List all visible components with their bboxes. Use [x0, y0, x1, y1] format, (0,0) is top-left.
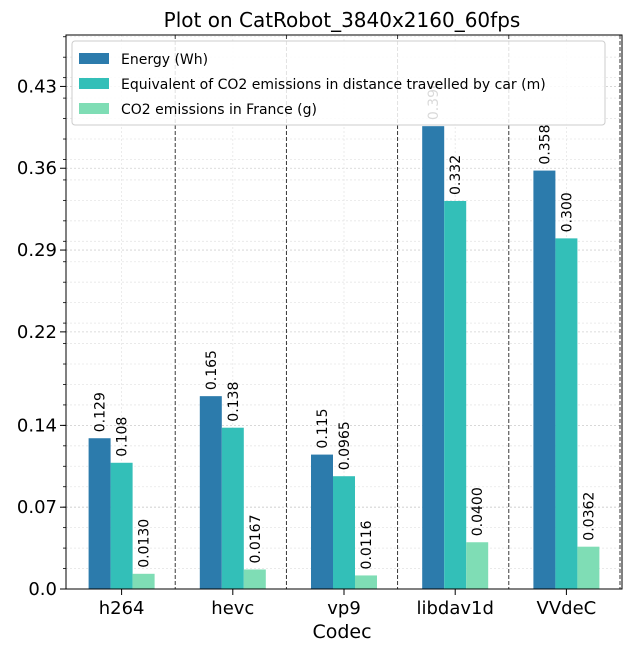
bar: [88, 438, 111, 589]
bar: [243, 569, 266, 589]
bar-value-label: 0.300: [559, 192, 575, 232]
x-axis: h264 hevc vp9 libdav1d VVdeC: [99, 589, 597, 619]
bar-value-label: 0.0116: [359, 520, 375, 569]
bar: [199, 396, 222, 589]
bar: [533, 170, 556, 589]
bar: [555, 238, 578, 589]
bar: [110, 462, 133, 589]
bar: [355, 575, 377, 589]
bar: [333, 476, 355, 589]
bar-value-label: 0.0400: [470, 487, 486, 536]
bar: [221, 427, 244, 589]
bar-value-label: 0.358: [537, 124, 553, 164]
legend-label: CO2 emissions in France (g): [121, 102, 317, 118]
legend-label: Energy (Wh): [121, 52, 208, 68]
bar-value-label: 0.129: [93, 392, 109, 432]
x-axis-label: Codec: [312, 621, 371, 643]
y-tick-label: 0.22: [17, 322, 57, 343]
y-tick-label: 0.14: [17, 415, 57, 436]
chart-title: Plot on CatRobot_3840x2160_60fps: [164, 8, 521, 32]
x-tick-label: VVdeC: [537, 598, 597, 619]
bar-value-label: 0.108: [115, 417, 131, 457]
bars: [88, 126, 600, 590]
y-tick-label: 0.43: [17, 76, 57, 97]
legend-label: Equivalent of CO2 emissions in distance …: [121, 77, 546, 93]
bar: [422, 126, 445, 590]
bar: [466, 542, 489, 589]
y-tick-label: 0.29: [17, 240, 57, 261]
legend-swatch: [79, 78, 109, 89]
x-tick-label: hevc: [211, 598, 254, 619]
bar-value-label: 0.0362: [581, 492, 597, 541]
bar-value-label: 0.165: [204, 350, 220, 390]
y-tick-label: 0.07: [17, 497, 57, 518]
bar-value-label: 0.0965: [337, 421, 353, 470]
legend: Energy (Wh) Equivalent of CO2 emissions i…: [71, 40, 606, 126]
bar: [132, 573, 155, 589]
category-separators: [174, 35, 621, 589]
legend-swatch: [79, 53, 109, 64]
bar-value-label: 0.0167: [248, 514, 264, 563]
y-tick-label: 0.36: [17, 158, 57, 179]
bar-value-label: 0.0130: [137, 519, 153, 568]
y-axis: 0.0 0.07 0.14 0.22 0.29 0.36 0.43: [17, 36, 66, 600]
x-tick-label: vp9: [327, 598, 361, 619]
bar-value-label: 0.332: [448, 155, 464, 195]
x-tick-label: libdav1d: [416, 598, 493, 619]
legend-box: [71, 40, 606, 126]
bar: [577, 546, 600, 589]
bar-value-label: 0.115: [315, 408, 331, 448]
bar: [444, 200, 467, 589]
bar-value-label: 0.138: [226, 382, 242, 422]
x-tick-label: h264: [99, 598, 145, 619]
bar: [311, 454, 333, 589]
y-tick-label: 0.0: [28, 579, 57, 600]
legend-swatch: [79, 103, 109, 114]
